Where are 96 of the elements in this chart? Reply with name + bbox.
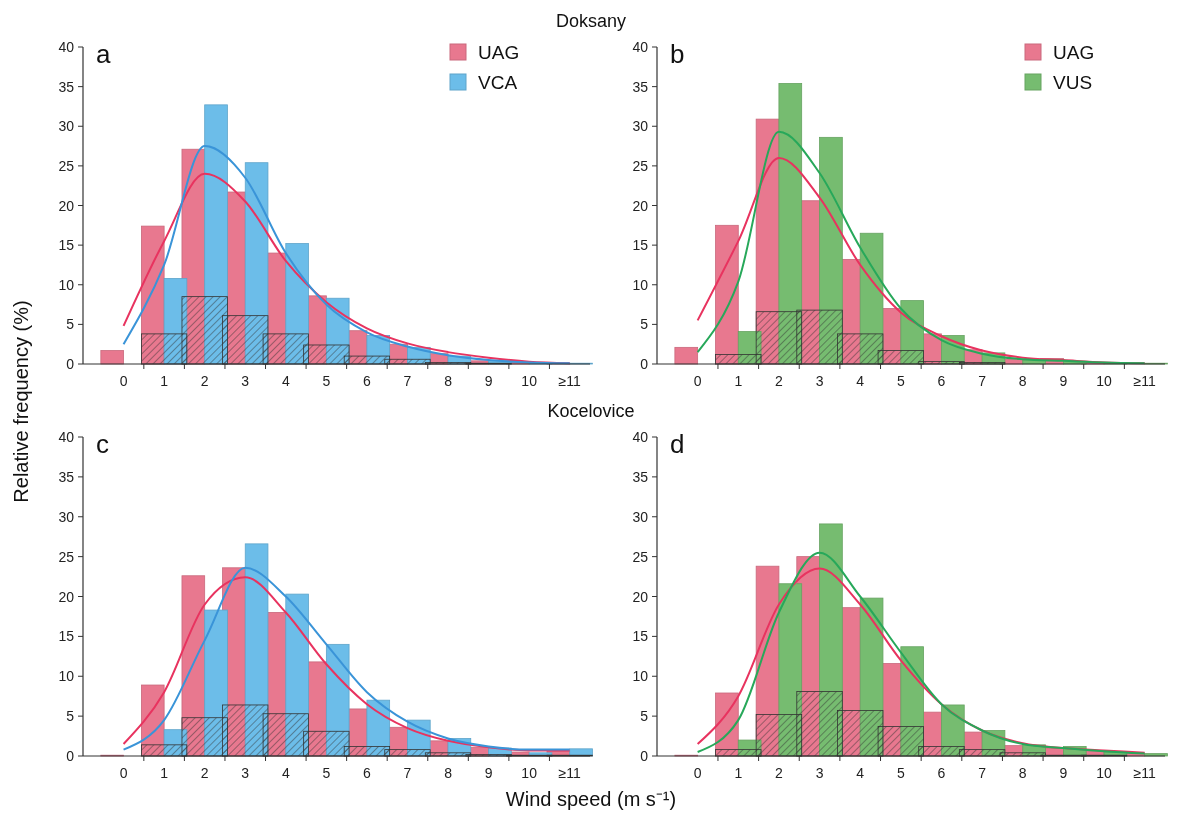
y-tick-label: 40 [632, 39, 649, 55]
x-tick-label: 1 [734, 373, 743, 389]
x-tick-label: ≥11 [1133, 373, 1156, 389]
x-tick-label: 9 [1059, 765, 1068, 781]
x-tick-label: 6 [937, 373, 946, 389]
chart-title: b [670, 39, 685, 69]
x-tick-label: 5 [896, 373, 905, 389]
y-tick-label: 10 [632, 668, 649, 685]
y-tick-label: 10 [632, 276, 649, 293]
y-axis-title: Relative frequency (%) [10, 300, 32, 503]
y-tick-label: 5 [640, 316, 649, 333]
y-tick-label: 10 [58, 668, 75, 685]
y-tick-label: 0 [66, 748, 75, 764]
chart-title: a [96, 39, 111, 69]
x-tick-label: ≥11 [558, 765, 582, 781]
x-tick-label: 6 [363, 765, 372, 781]
y-tick-label: 25 [58, 548, 75, 565]
x-axis-title: Wind speed (m s⁻¹) [505, 788, 677, 810]
y-tick-label: 30 [58, 508, 75, 525]
y-tick-label: 0 [66, 356, 75, 372]
text: Doksany [555, 11, 627, 31]
x-tick-label: 0 [693, 765, 702, 781]
y-tick-label: 40 [58, 429, 75, 445]
y-tick-label: 0 [640, 356, 649, 372]
x-tick-label: 0 [693, 373, 702, 389]
x-tick-label: 3 [815, 765, 824, 781]
x-tick-label: 3 [815, 373, 824, 389]
x-tick-label: 7 [978, 765, 987, 781]
x-tick-label: 7 [403, 765, 412, 781]
legend-label: VUS [1053, 72, 1093, 93]
x-tick-label: 4 [281, 765, 290, 781]
y-tick-label: 30 [632, 508, 649, 525]
y-tick-label: 15 [632, 628, 649, 645]
y-tick-label: 25 [632, 157, 649, 174]
x-tick-label: 6 [363, 373, 372, 389]
x-tick-label: 7 [403, 373, 412, 389]
x-tick-label: ≥11 [558, 373, 582, 389]
y-tick-label: 20 [58, 197, 75, 214]
x-tick-label: ≥11 [1133, 765, 1156, 781]
x-tick-label: 9 [1059, 373, 1068, 389]
x-tick-label: 5 [896, 765, 905, 781]
x-tick-label: 3 [241, 373, 250, 389]
x-tick-label: 10 [521, 373, 538, 389]
y-tick-label: 40 [58, 39, 75, 55]
y-tick-label: 25 [632, 548, 649, 565]
x-tick-label: 5 [322, 373, 331, 389]
chart-title: d [670, 429, 685, 459]
y-tick-label: 35 [58, 468, 75, 485]
y-tick-label: 5 [640, 708, 649, 725]
chart-title: c [96, 429, 109, 459]
x-tick-label: 8 [444, 765, 453, 781]
legend-label: VCA [478, 72, 518, 93]
x-tick-label: 9 [484, 765, 493, 781]
y-tick-label: 35 [632, 468, 649, 485]
x-tick-label: 0 [119, 765, 128, 781]
x-tick-label: 7 [978, 373, 987, 389]
y-tick-label: 30 [58, 118, 75, 135]
x-tick-label: 2 [775, 765, 784, 781]
x-tick-label: 1 [160, 765, 169, 781]
x-tick-label: 10 [1096, 373, 1113, 389]
y-tick-label: 0 [640, 748, 649, 764]
y-tick-label: 20 [632, 588, 649, 605]
y-tick-label: 35 [632, 78, 649, 95]
y-tick-label: 35 [58, 78, 75, 95]
x-tick-label: 4 [856, 765, 865, 781]
y-tick-label: 10 [58, 276, 75, 293]
y-tick-label: 40 [632, 429, 649, 445]
y-tick-label: 30 [632, 118, 649, 135]
x-tick-label: 5 [322, 765, 331, 781]
legend-label: UAG [478, 42, 520, 63]
x-tick-label: 10 [521, 765, 538, 781]
y-tick-label: 20 [58, 588, 75, 605]
x-tick-label: 2 [200, 373, 209, 389]
x-tick-label: 1 [160, 373, 169, 389]
text: Kocelovice [547, 401, 635, 421]
y-tick-label: 15 [58, 237, 75, 254]
y-tick-label: 5 [66, 708, 75, 725]
x-tick-label: 9 [484, 373, 493, 389]
x-tick-label: 8 [444, 373, 453, 389]
y-tick-label: 5 [66, 316, 75, 333]
y-tick-label: 25 [58, 157, 75, 174]
x-tick-label: 3 [241, 765, 250, 781]
y-tick-label: 20 [632, 197, 649, 214]
y-tick-label: 15 [58, 628, 75, 645]
x-tick-label: 8 [1018, 373, 1027, 389]
x-tick-label: 1 [734, 765, 743, 781]
legend-label: UAG [1053, 42, 1095, 63]
x-tick-label: 4 [856, 373, 865, 389]
y-tick-label: 15 [632, 237, 649, 254]
x-tick-label: 0 [119, 373, 128, 389]
x-tick-label: 2 [200, 765, 209, 781]
x-tick-label: 4 [281, 373, 290, 389]
x-tick-label: 6 [937, 765, 946, 781]
x-tick-label: 2 [775, 373, 784, 389]
x-tick-label: 10 [1096, 765, 1113, 781]
x-tick-label: 8 [1018, 765, 1027, 781]
